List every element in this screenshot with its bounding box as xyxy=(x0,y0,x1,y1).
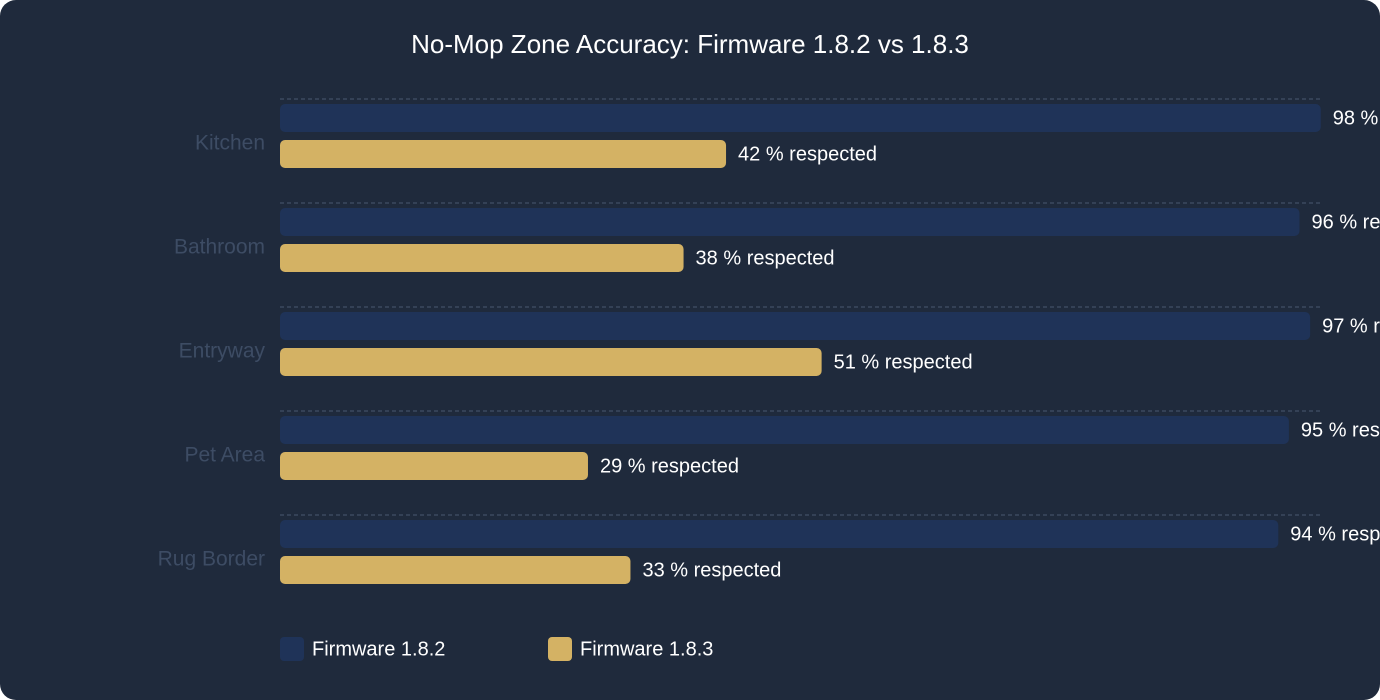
bar xyxy=(280,140,727,168)
legend-swatch xyxy=(280,637,304,661)
y-tick-label: Bathroom xyxy=(174,236,265,259)
legend-label: Firmware 1.8.2 xyxy=(312,638,445,660)
value-label: 94 % respected xyxy=(1290,523,1380,545)
y-tick-label: Pet Area xyxy=(184,444,265,467)
chart-title: No-Mop Zone Accuracy: Firmware 1.8.2 vs … xyxy=(411,29,969,59)
bar xyxy=(280,520,1279,548)
y-tick-label: Kitchen xyxy=(195,132,265,155)
value-label: 33 % respected xyxy=(642,559,781,581)
value-label: 42 % respected xyxy=(738,143,877,165)
bar xyxy=(280,244,684,272)
value-label: 29 % respected xyxy=(600,455,739,477)
bar xyxy=(280,416,1289,444)
bar xyxy=(280,556,631,584)
y-tick-label: Rug Border xyxy=(158,548,265,571)
bar xyxy=(280,452,588,480)
bar xyxy=(280,208,1300,236)
value-label: 97 % respected xyxy=(1322,315,1380,337)
bar xyxy=(280,348,822,376)
legend-label: Firmware 1.8.3 xyxy=(580,638,713,660)
bar xyxy=(280,104,1321,132)
value-label: 96 % respected xyxy=(1312,211,1380,233)
legend-swatch xyxy=(548,637,572,661)
y-tick-label: Entryway xyxy=(179,340,266,363)
value-label: 51 % respected xyxy=(834,351,973,373)
value-label: 95 % respected xyxy=(1301,419,1380,441)
bar xyxy=(280,312,1311,340)
value-label: 38 % respected xyxy=(696,247,835,269)
value-label: 98 % respected xyxy=(1333,107,1380,129)
